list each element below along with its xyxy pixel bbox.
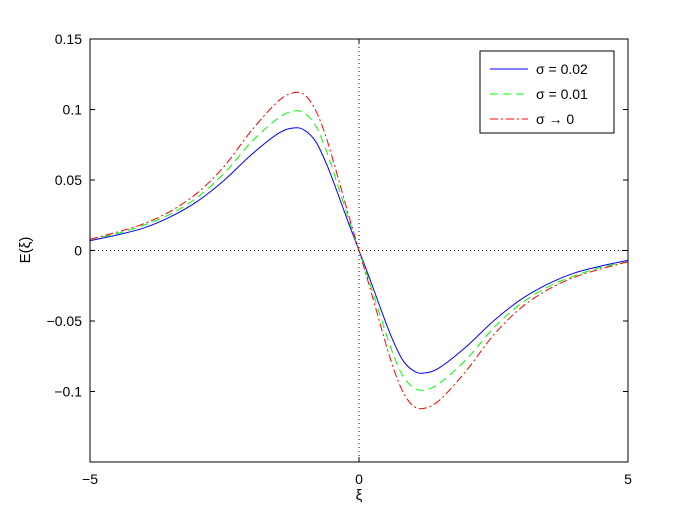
y-tick-label: 0 [74,243,82,259]
y-tick-label: 0.15 [55,31,82,47]
y-tick-label: −0.05 [47,313,83,329]
series-line-3 [89,91,629,410]
y-axis-label: E(ξ) [17,237,34,264]
y-tick-label: 0.05 [55,172,82,188]
x-axis-label: ξ [356,487,363,504]
legend-label-3: σ → 0 [536,111,574,127]
y-tick-label: −0.1 [54,384,82,400]
legend-label-1: σ = 0.02 [536,61,588,77]
x-tick-label: 5 [624,471,632,487]
legend-label-2: σ = 0.01 [536,86,588,102]
y-tick-label: 0.1 [63,102,83,118]
legend: σ = 0.02 σ = 0.01 σ → 0 [479,50,615,134]
x-tick-label: −5 [82,471,98,487]
x-tick-label: 0 [355,471,363,487]
